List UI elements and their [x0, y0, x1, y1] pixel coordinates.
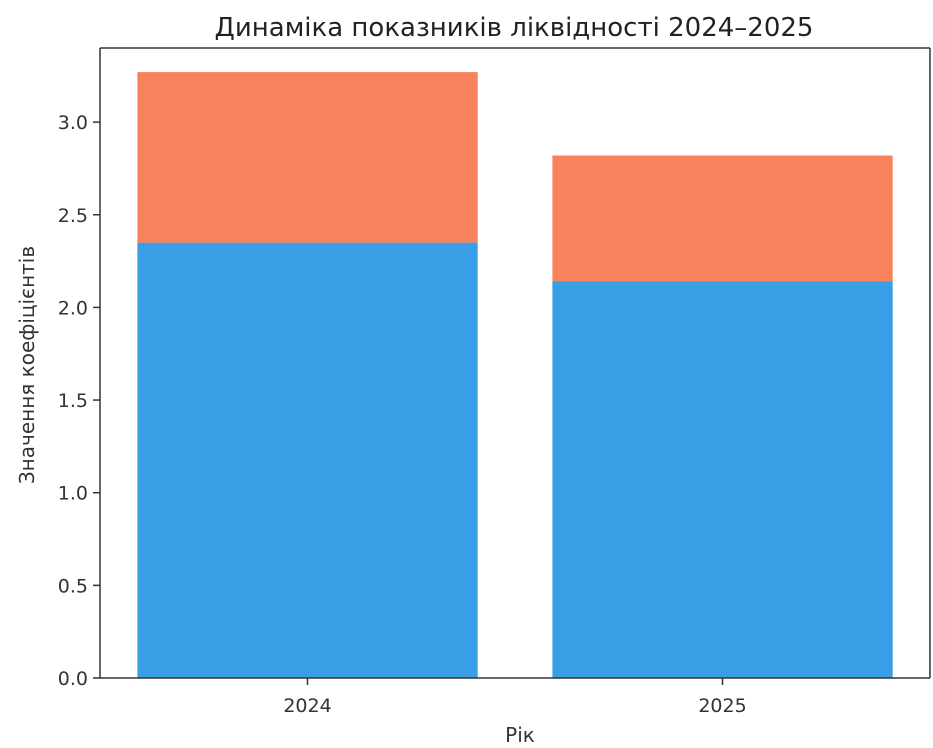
y-tick-label: 2.5 [58, 205, 88, 227]
y-tick-label: 3.0 [58, 112, 88, 134]
y-tick-label: 1.5 [58, 390, 88, 412]
x-axis-label: Рік [505, 723, 535, 747]
y-tick-label: 2.0 [58, 297, 88, 319]
bar-2025-segment-2 [552, 155, 893, 282]
plot-area: 2024 2025 0.0 0.5 1.0 1.5 2.0 2.5 3.0 [58, 47, 931, 717]
x-tick-label-2025: 2025 [698, 695, 746, 717]
bar-2024-segment-2 [137, 72, 478, 243]
y-axis-label: Значення коефіцієнтів [15, 246, 39, 484]
x-tick-label-2024: 2024 [283, 695, 331, 717]
y-tick-label: 0.0 [58, 668, 88, 690]
bar-2025-segment-1 [552, 281, 893, 678]
y-tick-label: 0.5 [58, 575, 88, 597]
bar-2024-segment-1 [137, 242, 478, 678]
chart-title: Динаміка показників ліквідності 2024–202… [215, 13, 814, 43]
y-tick-label: 1.0 [58, 483, 88, 505]
